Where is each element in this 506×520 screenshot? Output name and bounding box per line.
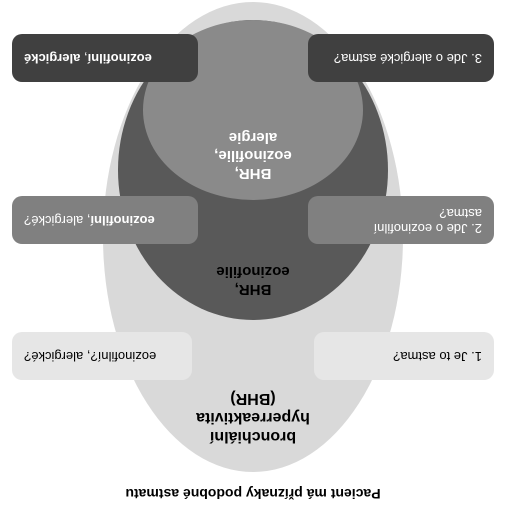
pill-q2-text: 2. Jde o eozinofilní astma? [374, 205, 482, 235]
pill-a2-rest: , alergické? [24, 213, 90, 228]
ellipse-inner-line1: BHR, [235, 165, 272, 182]
ellipse-outer-line2: hyperreaktivita [196, 409, 310, 426]
ellipse-outer-line1: bronchiální [210, 428, 296, 445]
ellipse-inner-label: BHR, eozinofilie, alergie [163, 128, 343, 182]
pill-q3: 3. Jde o alergické astma? [308, 34, 494, 82]
pill-a3-b1: eozinofilní [88, 51, 152, 66]
diagram-title: Pacient má příznaky podobné astmatu [0, 486, 506, 502]
ellipse-outer-label: bronchiální hyperreaktivita (BHR) [153, 388, 353, 446]
pill-a3-sep: , [80, 51, 87, 66]
pill-a3-text: eozinofilní, alergické [24, 51, 152, 66]
pill-q3-text: 3. Jde o alergické astma? [334, 51, 482, 66]
ellipse-mid-line2: eozinofilie [216, 263, 289, 280]
pill-q2: 2. Jde o eozinofilní astma? [308, 196, 494, 244]
pill-q2-line1: 2. Jde o eozinofilní [374, 221, 482, 236]
pill-a3-b2: alergické [24, 51, 80, 66]
pill-a1-text: eozinofilní?, alergické? [24, 349, 156, 364]
pill-a1: eozinofilní?, alergické? [12, 332, 192, 380]
pill-q1: 1. Je to astma? [314, 332, 494, 380]
pill-q2-line2: astma? [439, 206, 482, 221]
pill-a2-text: eozinofilní, alergické? [24, 213, 155, 228]
ellipse-mid-label: BHR, eozinofilie [153, 262, 353, 298]
pill-a2: eozinofilní, alergické? [12, 196, 198, 244]
ellipse-inner-line2: eozinofilie, [214, 147, 292, 164]
ellipse-outer-line3: (BHR) [230, 390, 275, 407]
ellipse-mid-line1: BHR, [235, 281, 272, 298]
pill-a2-bold: eozinofilní [90, 213, 154, 228]
pill-q1-text: 1. Je to astma? [393, 349, 482, 364]
ellipse-inner-line3: alergie [229, 129, 277, 146]
pill-a3: eozinofilní, alergické [12, 34, 198, 82]
